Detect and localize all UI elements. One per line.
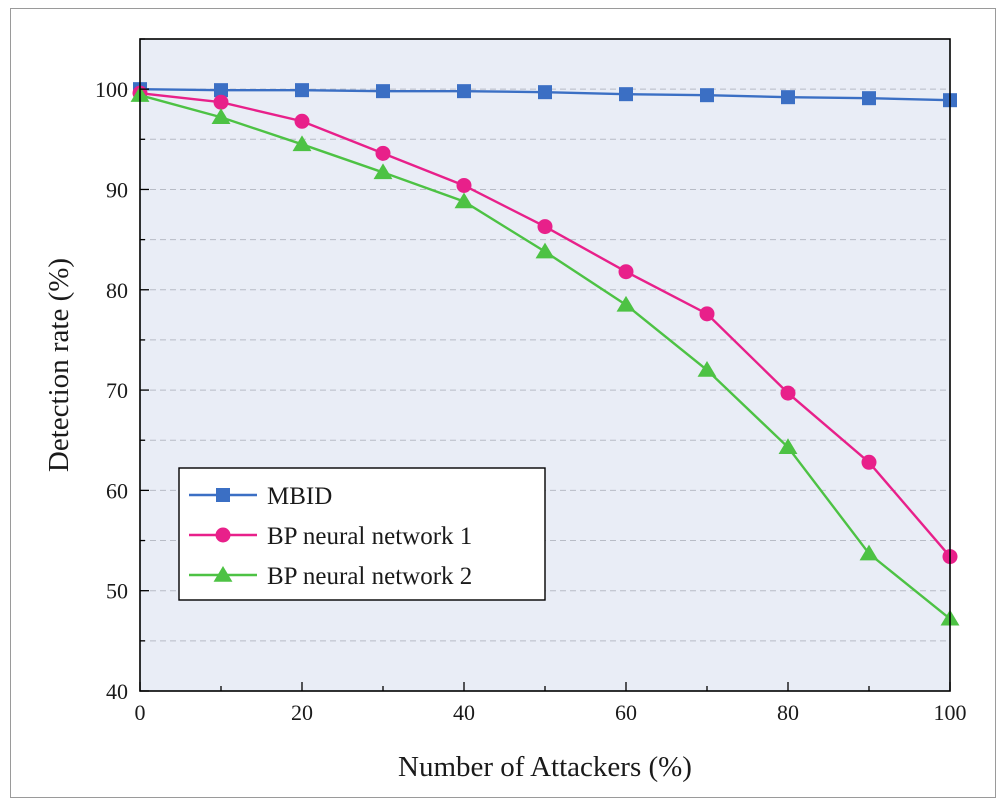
data-point	[292, 135, 312, 152]
y-tick-label: 60	[106, 478, 128, 503]
data-point	[780, 385, 796, 401]
legend: MBID BP neural network 1 BP neural network…	[178, 467, 546, 601]
x-tick-label: 40	[453, 700, 475, 725]
data-point	[373, 163, 393, 180]
data-point	[862, 91, 876, 106]
data-point	[535, 242, 555, 259]
x-tick-label: 80	[777, 700, 799, 725]
data-point	[778, 438, 798, 455]
data-point	[454, 192, 474, 209]
series-2	[132, 85, 958, 565]
legend-entry: BP neural network 2	[189, 563, 472, 590]
data-point	[213, 94, 229, 110]
y-tick-label: 100	[95, 77, 128, 102]
y-tick-label: 50	[106, 579, 128, 604]
series-layer	[130, 82, 960, 626]
data-point	[294, 113, 310, 129]
legend-marker	[216, 488, 230, 502]
data-point	[699, 306, 715, 322]
data-point	[538, 85, 552, 100]
data-point	[214, 83, 228, 98]
legend-entry: MBID	[189, 483, 332, 510]
data-point	[781, 90, 795, 105]
data-point	[616, 295, 636, 312]
data-point	[861, 454, 877, 470]
data-point	[375, 145, 391, 161]
x-tick-label: 20	[291, 700, 313, 725]
figure-frame: 0 20 40 60 80 100 40 50 60 70 80 90 100 Number of At…	[10, 8, 996, 798]
legend-label: BP neural network 2	[267, 563, 472, 590]
data-point	[456, 177, 472, 193]
y-tick-label: 90	[106, 177, 128, 202]
y-tick-label: 80	[106, 278, 128, 303]
data-point	[211, 108, 231, 124]
data-point	[859, 544, 879, 561]
legend-marker	[213, 566, 233, 582]
y-axis-title: Detection rate (%)	[43, 258, 75, 472]
legend-marker	[215, 527, 231, 543]
data-point	[537, 219, 553, 235]
data-point	[376, 84, 390, 99]
axis-ticks: 0 20 40 60 80 100 40 50 60 70 80 90 100	[95, 38, 967, 725]
x-tick-label: 60	[615, 700, 637, 725]
data-point	[618, 264, 634, 280]
line-chart: 0 20 40 60 80 100 40 50 60 70 80 90 100 Number of At…	[43, 38, 967, 783]
data-point	[619, 87, 633, 102]
data-point	[697, 361, 717, 377]
x-tick-label: 100	[934, 700, 967, 725]
data-point	[700, 88, 714, 103]
data-point	[295, 83, 309, 98]
legend-label: MBID	[267, 483, 332, 510]
y-tick-label: 40	[106, 679, 128, 704]
legend-entry: BP neural network 1	[189, 523, 472, 550]
x-axis-title: Number of Attackers (%)	[398, 751, 692, 783]
x-tick-label: 0	[135, 700, 146, 725]
data-point	[457, 84, 471, 99]
legend-label: BP neural network 1	[267, 523, 472, 550]
y-tick-label: 70	[106, 378, 128, 403]
